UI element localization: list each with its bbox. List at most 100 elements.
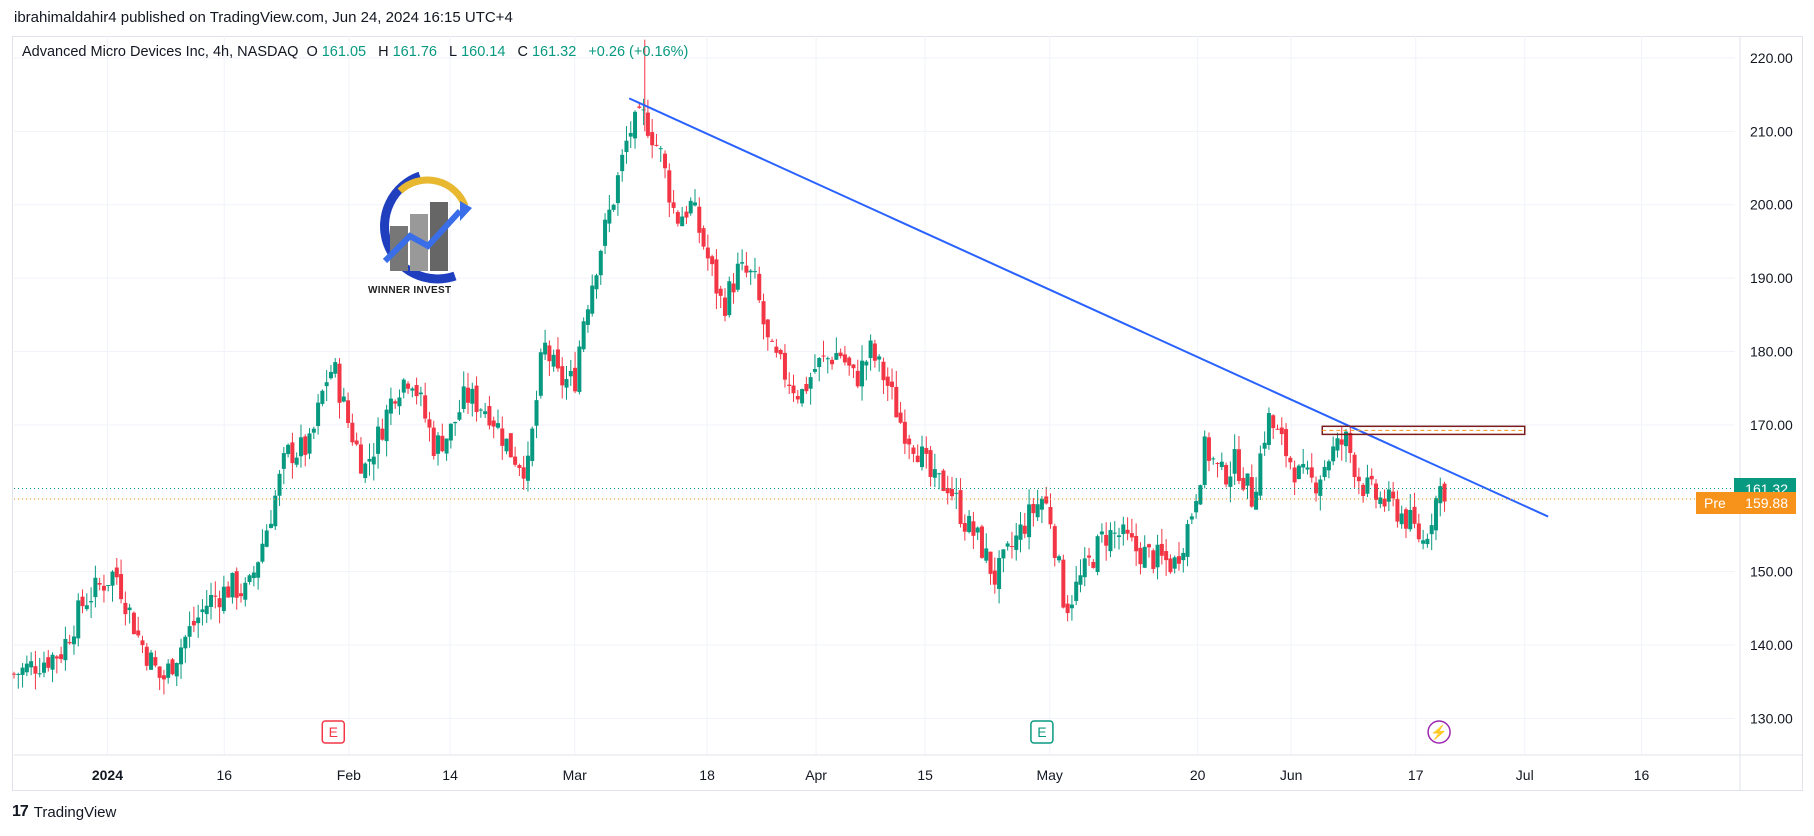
y-tick-label: 210.00: [1750, 123, 1793, 139]
candle-body: [149, 652, 154, 670]
candle-body: [962, 523, 967, 532]
candle-body: [1318, 479, 1323, 496]
candle-body: [418, 392, 423, 395]
candle-body: [1245, 473, 1250, 486]
candle-body: [221, 586, 226, 612]
candle-body: [140, 640, 145, 646]
candle-body: [1232, 449, 1237, 474]
x-tick-label: Jun: [1280, 767, 1303, 783]
candle-body: [513, 456, 518, 465]
candle-body: [804, 383, 809, 392]
candle-body: [727, 281, 732, 316]
candle-body: [1236, 449, 1241, 481]
candle-body: [461, 386, 466, 409]
footer-brand[interactable]: 17 TradingView: [12, 803, 116, 821]
candle-body: [894, 386, 899, 418]
candle-body: [902, 421, 907, 444]
candle-body: [444, 438, 449, 454]
candle-body: [710, 256, 715, 265]
candle-body: [119, 574, 124, 600]
event-marker-label: ⚡: [1430, 724, 1447, 741]
candle-body: [795, 395, 800, 400]
candle-body: [89, 601, 94, 603]
candle-body: [161, 675, 166, 680]
candle-body: [1168, 558, 1173, 573]
candle-body: [979, 526, 984, 558]
candle-body: [423, 395, 428, 419]
x-tick-label: 18: [699, 767, 715, 783]
candle-body: [303, 436, 308, 455]
candle-body: [890, 381, 895, 388]
candle-body: [585, 309, 590, 325]
candle-body: [1348, 432, 1353, 453]
candle-body: [607, 209, 612, 224]
candle-body: [872, 343, 877, 361]
symbol-legend: Advanced Micro Devices Inc, 4h, NASDAQ O…: [22, 44, 692, 60]
candle-body: [114, 567, 119, 578]
candle-body: [808, 377, 813, 389]
candle-body: [1031, 503, 1036, 514]
candle-body: [812, 369, 817, 372]
candle-body: [123, 602, 128, 615]
candle-body: [1301, 463, 1306, 468]
candle-body: [93, 577, 98, 598]
x-tick-label: 2024: [92, 767, 123, 783]
candle-body: [16, 673, 21, 675]
candle-body: [534, 400, 539, 426]
candle-body: [877, 356, 882, 360]
candle-body: [611, 204, 616, 210]
candle-body: [881, 361, 886, 381]
candle-body: [256, 562, 261, 578]
candle-body: [1108, 530, 1113, 552]
candle-body: [204, 605, 209, 615]
candle-body: [1009, 546, 1014, 548]
candle-body: [1215, 462, 1220, 464]
candle-body: [1027, 504, 1032, 538]
candle-body: [1369, 475, 1374, 480]
candle-body: [50, 654, 55, 670]
high-value: 161.76: [392, 44, 437, 60]
candle-body: [851, 364, 856, 369]
tradingview-logo-icon: 17: [12, 803, 29, 820]
candle-body: [1433, 498, 1438, 531]
candle-body: [1271, 415, 1276, 429]
candle-body: [954, 492, 959, 494]
candle-body: [341, 396, 346, 402]
candle-body: [1442, 483, 1447, 502]
candle-body: [967, 515, 972, 533]
y-tick-label: 170.00: [1750, 417, 1793, 433]
candle-body: [298, 437, 303, 457]
candle-body: [864, 361, 869, 366]
candle-body: [191, 620, 196, 626]
candle-body: [971, 521, 976, 536]
candle-body: [431, 427, 436, 456]
candle-body: [97, 583, 102, 585]
candle-body: [838, 352, 843, 357]
candle-body: [1061, 559, 1066, 608]
candle-body: [1421, 540, 1426, 544]
publish-info: ibrahimaldahir4 published on TradingView…: [14, 9, 513, 26]
x-tick-label: Apr: [805, 767, 827, 783]
candle-body: [757, 273, 762, 301]
candle-body: [311, 428, 316, 433]
candle-body: [406, 383, 411, 389]
candle-body: [384, 409, 389, 442]
candle-body: [641, 109, 646, 111]
candle-body: [770, 340, 775, 342]
candle-body: [131, 612, 136, 635]
candle-body: [183, 636, 188, 649]
candle-body: [800, 389, 805, 404]
candle-body: [1275, 428, 1280, 430]
y-tick-label: 140.00: [1750, 637, 1793, 653]
candle-body: [1189, 516, 1194, 520]
candle-body: [671, 202, 676, 208]
candle-body: [1339, 439, 1344, 445]
candle-body: [693, 202, 698, 206]
candle-body: [470, 388, 475, 404]
candle-body: [1155, 544, 1160, 568]
candle-body: [684, 211, 689, 218]
candle-body: [1266, 412, 1271, 445]
x-tick-label: 17: [1408, 767, 1424, 783]
candle-body: [1335, 438, 1340, 451]
